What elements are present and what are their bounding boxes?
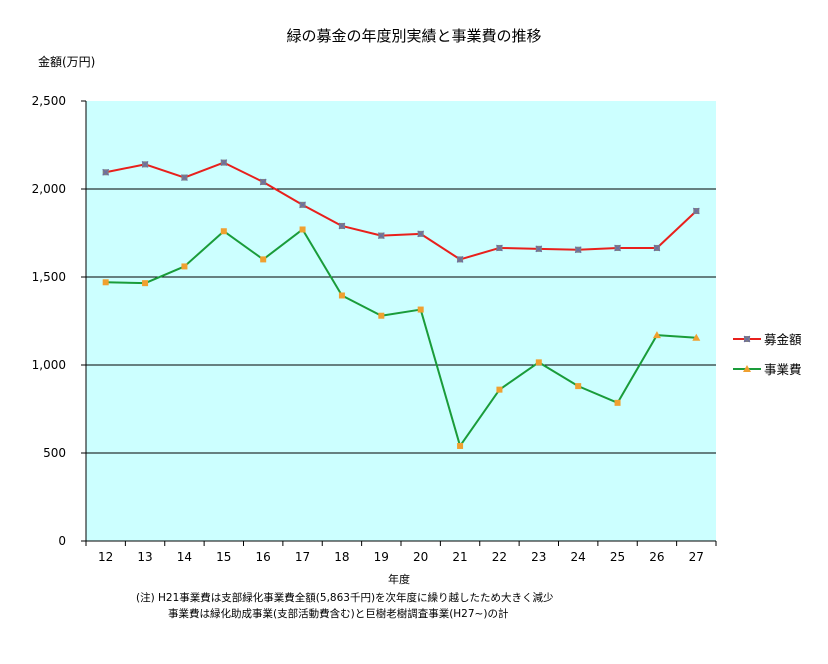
- data-point: [181, 263, 188, 270]
- data-point: [142, 280, 149, 287]
- y-tick-label: 1,000: [32, 358, 66, 372]
- x-tick-label: 21: [452, 550, 467, 564]
- data-point: [102, 279, 109, 286]
- data-point-cross: [574, 246, 582, 254]
- x-tick-label: 14: [177, 550, 192, 564]
- series-2: [102, 226, 701, 449]
- data-point-cross: [102, 168, 110, 176]
- grid-lines: [86, 188, 716, 454]
- data-point-cross: [692, 207, 700, 215]
- series-line-1: [105, 161, 697, 261]
- data-point-cross: [496, 244, 503, 252]
- x-tick-label: 16: [256, 550, 271, 564]
- footnote-2: 事業費は緑化助成事業(支部活動費含む)と巨樹老樹調査事業(H27~)の計: [168, 607, 509, 620]
- data-point: [338, 292, 345, 299]
- y-tick-labels: 0 500 1,000 1,500 2,000 2,500: [32, 94, 66, 548]
- x-tick-label: 26: [649, 550, 664, 564]
- data-point-cross: [614, 244, 621, 252]
- data-point: [299, 226, 306, 233]
- data-point: [220, 228, 227, 235]
- data-point: [496, 386, 503, 393]
- x-tick-label: 17: [295, 550, 310, 564]
- data-point: [535, 359, 542, 366]
- y-tick-label: 0: [58, 534, 66, 548]
- data-point-cross: [220, 159, 228, 166]
- data-point-cross: [377, 232, 385, 239]
- x-axis-label: 年度: [388, 572, 410, 586]
- data-point: [652, 331, 661, 339]
- y-tick-label: 2,000: [32, 182, 66, 196]
- legend-marker: [743, 365, 751, 372]
- series-layer: [102, 159, 701, 449]
- y-tick-label: 1,500: [32, 270, 66, 284]
- series-1: [102, 159, 700, 263]
- chart-title: 緑の募金の年度別実績と事業費の推移: [286, 27, 541, 45]
- data-point-cross: [535, 245, 543, 253]
- axes: [81, 100, 717, 546]
- data-point-cross: [653, 244, 661, 252]
- data-point-cross: [181, 174, 188, 181]
- legend-marker-cross: [743, 335, 751, 343]
- data-point: [417, 306, 424, 313]
- data-point-cross: [141, 161, 149, 168]
- x-tick-label: 22: [492, 550, 507, 564]
- x-tick-label: 20: [413, 550, 428, 564]
- x-tick-label: 27: [689, 550, 704, 564]
- data-point: [614, 399, 621, 406]
- data-point: [378, 312, 385, 319]
- data-point-cross: [299, 201, 306, 209]
- series-line-2: [105, 228, 697, 447]
- y-axis-label: 金額(万円): [38, 54, 95, 69]
- x-tick-label: 24: [571, 550, 586, 564]
- legend-label: 事業費: [764, 362, 802, 377]
- x-tick-label: 13: [137, 550, 152, 564]
- data-point: [692, 333, 701, 341]
- x-tick-label: 23: [531, 550, 546, 564]
- y-tick-label: 500: [43, 446, 66, 460]
- x-tick-label: 19: [374, 550, 389, 564]
- y-tick-label: 2,500: [32, 94, 66, 108]
- x-tick-label: 15: [216, 550, 231, 564]
- data-point: [457, 442, 464, 449]
- x-tick-label: 25: [610, 550, 625, 564]
- legend-item-2: 事業費: [733, 362, 802, 377]
- data-point: [260, 256, 267, 263]
- plot-area: [86, 101, 716, 541]
- data-point-cross: [417, 230, 425, 238]
- x-tick-label: 18: [334, 550, 349, 564]
- x-tick-labels: 12 13 14 15 16 17 18 19 20 21 22 23 24 25 26 27: [98, 550, 704, 564]
- data-point-cross: [259, 178, 267, 186]
- x-tick-label: 12: [98, 550, 113, 564]
- legend-item-1: 募金額: [733, 332, 802, 347]
- legend-label: 募金額: [764, 332, 802, 347]
- footnote-1: (注) H21事業費は支部緑化事業費全額(5,863千円)を次年度に繰り越したた…: [136, 591, 554, 604]
- data-point-cross: [338, 222, 346, 230]
- data-point-cross: [456, 256, 464, 263]
- data-point: [575, 383, 582, 390]
